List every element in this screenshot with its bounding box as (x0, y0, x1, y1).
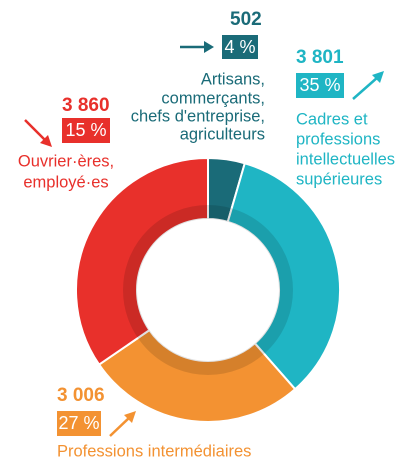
category-label: agriculteurs (180, 125, 265, 143)
value-label: 3 860 (62, 95, 110, 116)
pct-label: 15 % (65, 120, 106, 140)
pct-box (57, 411, 101, 436)
category-label: Ouvrier·ères, (18, 152, 114, 170)
label-group: 502 4 % Artisans, commerçants, chefs d'e… (131, 9, 265, 143)
arrow-head (40, 135, 52, 147)
label-group: 3 006 27 % Professions intermédiaires (57, 385, 251, 460)
label-group: 3 860 15 % Ouvrier·ères, employé·es (18, 95, 114, 191)
category-label: Professions intermédiaires (57, 442, 251, 460)
pct-label: 4 % (224, 37, 255, 57)
category-label: commerçants, (161, 89, 265, 107)
value-label: 3 801 (296, 47, 344, 68)
slice (75, 156, 209, 366)
pct-box (62, 118, 110, 143)
value-label: 502 (230, 9, 262, 30)
label-group: 3 801 35 % Cadres et professions intelle… (296, 47, 395, 188)
category-label: Artisans, (201, 70, 265, 88)
pct-label: 27 % (58, 413, 99, 433)
pct-label: 35 % (299, 75, 340, 95)
category-label: Cadres et (296, 110, 368, 128)
category-label: supérieures (296, 170, 382, 188)
category-label: employé·es (23, 173, 108, 191)
arrow-head (204, 41, 214, 53)
pct-box (222, 35, 258, 59)
arrow-head (124, 411, 136, 423)
arrow (24, 119, 47, 142)
category-label: professions (296, 130, 380, 148)
donut (75, 156, 341, 423)
arrow (352, 76, 379, 100)
inner-shade (123, 205, 293, 375)
pct-box (296, 73, 344, 98)
slice (97, 328, 297, 423)
category-label: chefs d'entreprise, (131, 107, 265, 125)
arrow-head (372, 71, 384, 83)
value-label: 3 006 (57, 385, 105, 406)
category-label: intellectuelles (296, 150, 395, 168)
arrow (109, 416, 131, 437)
slice (226, 161, 341, 391)
